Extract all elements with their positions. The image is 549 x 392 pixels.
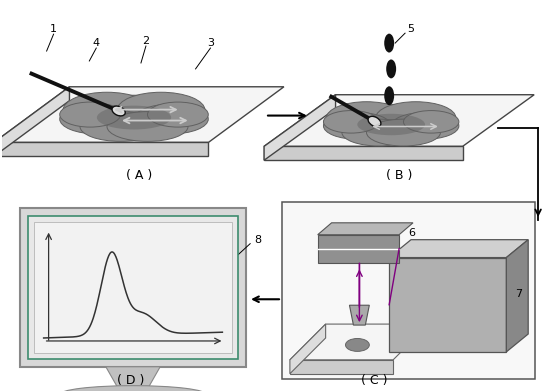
Ellipse shape	[59, 386, 206, 392]
Ellipse shape	[342, 119, 416, 146]
Polygon shape	[350, 305, 369, 325]
Polygon shape	[0, 87, 70, 156]
Ellipse shape	[323, 113, 391, 139]
Ellipse shape	[80, 112, 161, 142]
Ellipse shape	[112, 106, 125, 116]
FancyBboxPatch shape	[389, 258, 506, 352]
Ellipse shape	[376, 102, 456, 134]
Polygon shape	[318, 223, 413, 235]
Text: 8: 8	[255, 235, 262, 245]
Polygon shape	[389, 240, 528, 258]
Ellipse shape	[391, 113, 459, 139]
Polygon shape	[0, 142, 209, 156]
Text: 1: 1	[50, 24, 57, 34]
Ellipse shape	[66, 95, 201, 140]
Polygon shape	[264, 146, 463, 160]
Ellipse shape	[60, 102, 120, 127]
Ellipse shape	[367, 119, 440, 146]
FancyBboxPatch shape	[282, 202, 535, 379]
Polygon shape	[290, 324, 326, 374]
Text: ( C ): ( C )	[361, 374, 388, 387]
Ellipse shape	[107, 112, 188, 142]
Polygon shape	[264, 95, 534, 146]
Ellipse shape	[148, 102, 208, 127]
Polygon shape	[106, 367, 160, 387]
Ellipse shape	[97, 106, 171, 129]
Ellipse shape	[323, 111, 379, 133]
Polygon shape	[290, 360, 393, 374]
Text: ( D ): ( D )	[117, 374, 145, 387]
Polygon shape	[264, 95, 335, 160]
Ellipse shape	[60, 104, 134, 134]
Ellipse shape	[329, 104, 453, 145]
FancyBboxPatch shape	[318, 235, 399, 263]
Polygon shape	[0, 87, 284, 142]
Ellipse shape	[404, 111, 459, 133]
Ellipse shape	[345, 338, 369, 351]
Polygon shape	[290, 324, 429, 360]
Ellipse shape	[384, 86, 394, 105]
FancyBboxPatch shape	[28, 216, 238, 359]
Text: 3: 3	[207, 38, 214, 48]
Ellipse shape	[63, 92, 151, 128]
Text: 5: 5	[407, 24, 414, 34]
Ellipse shape	[134, 104, 208, 134]
Ellipse shape	[386, 60, 396, 78]
FancyBboxPatch shape	[20, 208, 246, 367]
Text: 7: 7	[515, 289, 522, 299]
FancyBboxPatch shape	[33, 222, 232, 353]
Text: 6: 6	[408, 228, 416, 238]
Ellipse shape	[357, 114, 425, 135]
Ellipse shape	[368, 116, 381, 127]
Polygon shape	[506, 240, 528, 352]
Ellipse shape	[384, 34, 394, 53]
Text: ( A ): ( A )	[126, 169, 152, 181]
Text: 2: 2	[142, 36, 149, 46]
Text: ( B ): ( B )	[386, 169, 412, 181]
Ellipse shape	[327, 102, 407, 134]
Text: 4: 4	[93, 38, 100, 48]
Ellipse shape	[117, 92, 205, 128]
